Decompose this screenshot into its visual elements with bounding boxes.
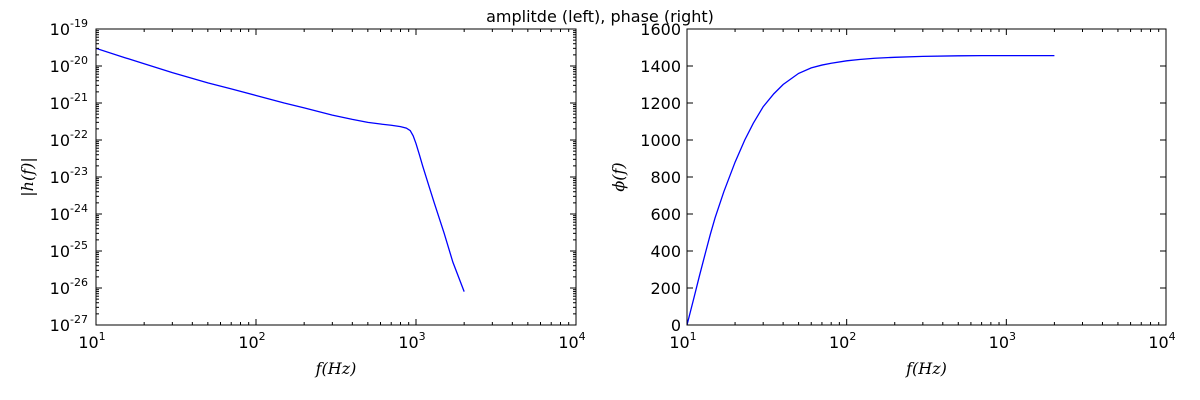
y-axis-label: |h(f)| <box>18 157 37 197</box>
y-tick-label: 10-19 <box>50 17 88 39</box>
amplitude-panel: 101 102 103 104 10-27 10-26 10-25 10-24 10-23 10-… <box>18 17 586 378</box>
y-tick-label: 10-25 <box>50 239 88 261</box>
y-tick-label: 10-24 <box>50 202 88 224</box>
x-axis-label: f(Hz) <box>315 359 357 378</box>
amplitude-axes-frame <box>95 28 577 326</box>
y-tick-label: 1600 <box>640 20 681 39</box>
amplitude-series-line <box>96 47 465 292</box>
phase-panel: 101 102 103 104 0 200 400 600 800 1000 1200 1400 160… <box>609 20 1176 378</box>
y-tick-label: 10-21 <box>50 91 88 113</box>
x-tick-label: 104 <box>558 330 585 352</box>
x-tick-label: 101 <box>78 330 105 352</box>
y-tick-label: 600 <box>650 205 681 224</box>
x-tick-label: 102 <box>238 330 265 352</box>
y-tick-label: 0 <box>671 316 681 335</box>
x-tick-label: 102 <box>829 330 856 352</box>
figure-title: amplitde (left), phase (right) <box>486 7 714 26</box>
y-tick-label: 10-26 <box>50 276 88 298</box>
phase-series-line <box>687 54 1055 325</box>
phase-axes-frame <box>686 28 1167 326</box>
x-tick-label: 103 <box>989 330 1016 352</box>
y-tick-label: 10-20 <box>50 54 88 76</box>
y-tick-label: 1200 <box>640 94 681 113</box>
y-tick-label: 10-23 <box>50 165 88 187</box>
y-tick-label: 800 <box>650 168 681 187</box>
y-axis-label: ϕ(f) <box>609 162 628 191</box>
y-tick-label: 10-22 <box>50 128 88 150</box>
y-tick-label: 200 <box>650 279 681 298</box>
y-tick-label: 1400 <box>640 57 681 76</box>
x-tick-label: 104 <box>1148 330 1175 352</box>
y-tick-label: 400 <box>650 242 681 261</box>
x-tick-label: 101 <box>669 330 696 352</box>
x-axis-label: f(Hz) <box>905 359 947 378</box>
y-tick-label: 10-27 <box>50 313 88 335</box>
x-tick-label: 103 <box>398 330 425 352</box>
y-tick-label: 1000 <box>640 131 681 150</box>
